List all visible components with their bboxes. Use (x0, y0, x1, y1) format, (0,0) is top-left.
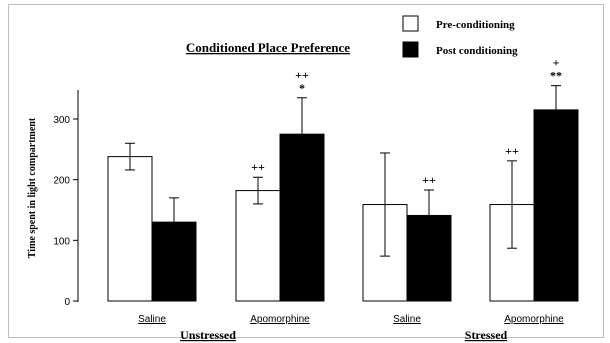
significance-marker: + ** (550, 56, 562, 83)
x-tick-label: Saline (393, 314, 421, 325)
axes: 0 100 200 300 (53, 90, 79, 308)
x-tick-label: Saline (138, 314, 166, 325)
significance-annotations: ++ ++ * ++ ++ + ** (251, 56, 562, 187)
significance-marker: ++ * (295, 68, 309, 95)
x-tick-labels: Saline Apomorphine Saline Apomorphine (138, 314, 564, 325)
significance-marker: ++ (422, 173, 436, 187)
legend-label: Post conditioning (436, 45, 518, 57)
chart-frame (8, 4, 604, 338)
y-tick-label: 200 (53, 176, 70, 187)
x-tick-label: Apomorphine (250, 314, 310, 325)
significance-marker: ++ (505, 144, 519, 158)
bar-pre-1 (235, 190, 281, 302)
significance-marker: ++ (251, 160, 265, 174)
bars (107, 109, 579, 302)
legend: Pre-conditioning Post conditioning (402, 15, 518, 58)
y-tick-label: 300 (53, 115, 70, 126)
chart-title: Conditioned Place Preference (186, 40, 350, 55)
error-bars (125, 85, 561, 257)
bar-post-3 (533, 109, 579, 302)
group-labels: Unstressed Stressed (180, 328, 507, 342)
legend-swatch (402, 15, 419, 32)
group-label: Unstressed (180, 328, 236, 342)
legend-swatch (402, 41, 419, 58)
y-tick-label: 0 (64, 297, 70, 308)
group-label: Stressed (465, 328, 508, 342)
x-tick-label: Apomorphine (504, 314, 564, 325)
y-tick-label: 100 (53, 236, 70, 247)
y-axis-label: Time spent in light compartment (27, 117, 38, 258)
legend-label: Pre-conditioning (436, 19, 515, 31)
bar-pre-0 (107, 156, 153, 302)
